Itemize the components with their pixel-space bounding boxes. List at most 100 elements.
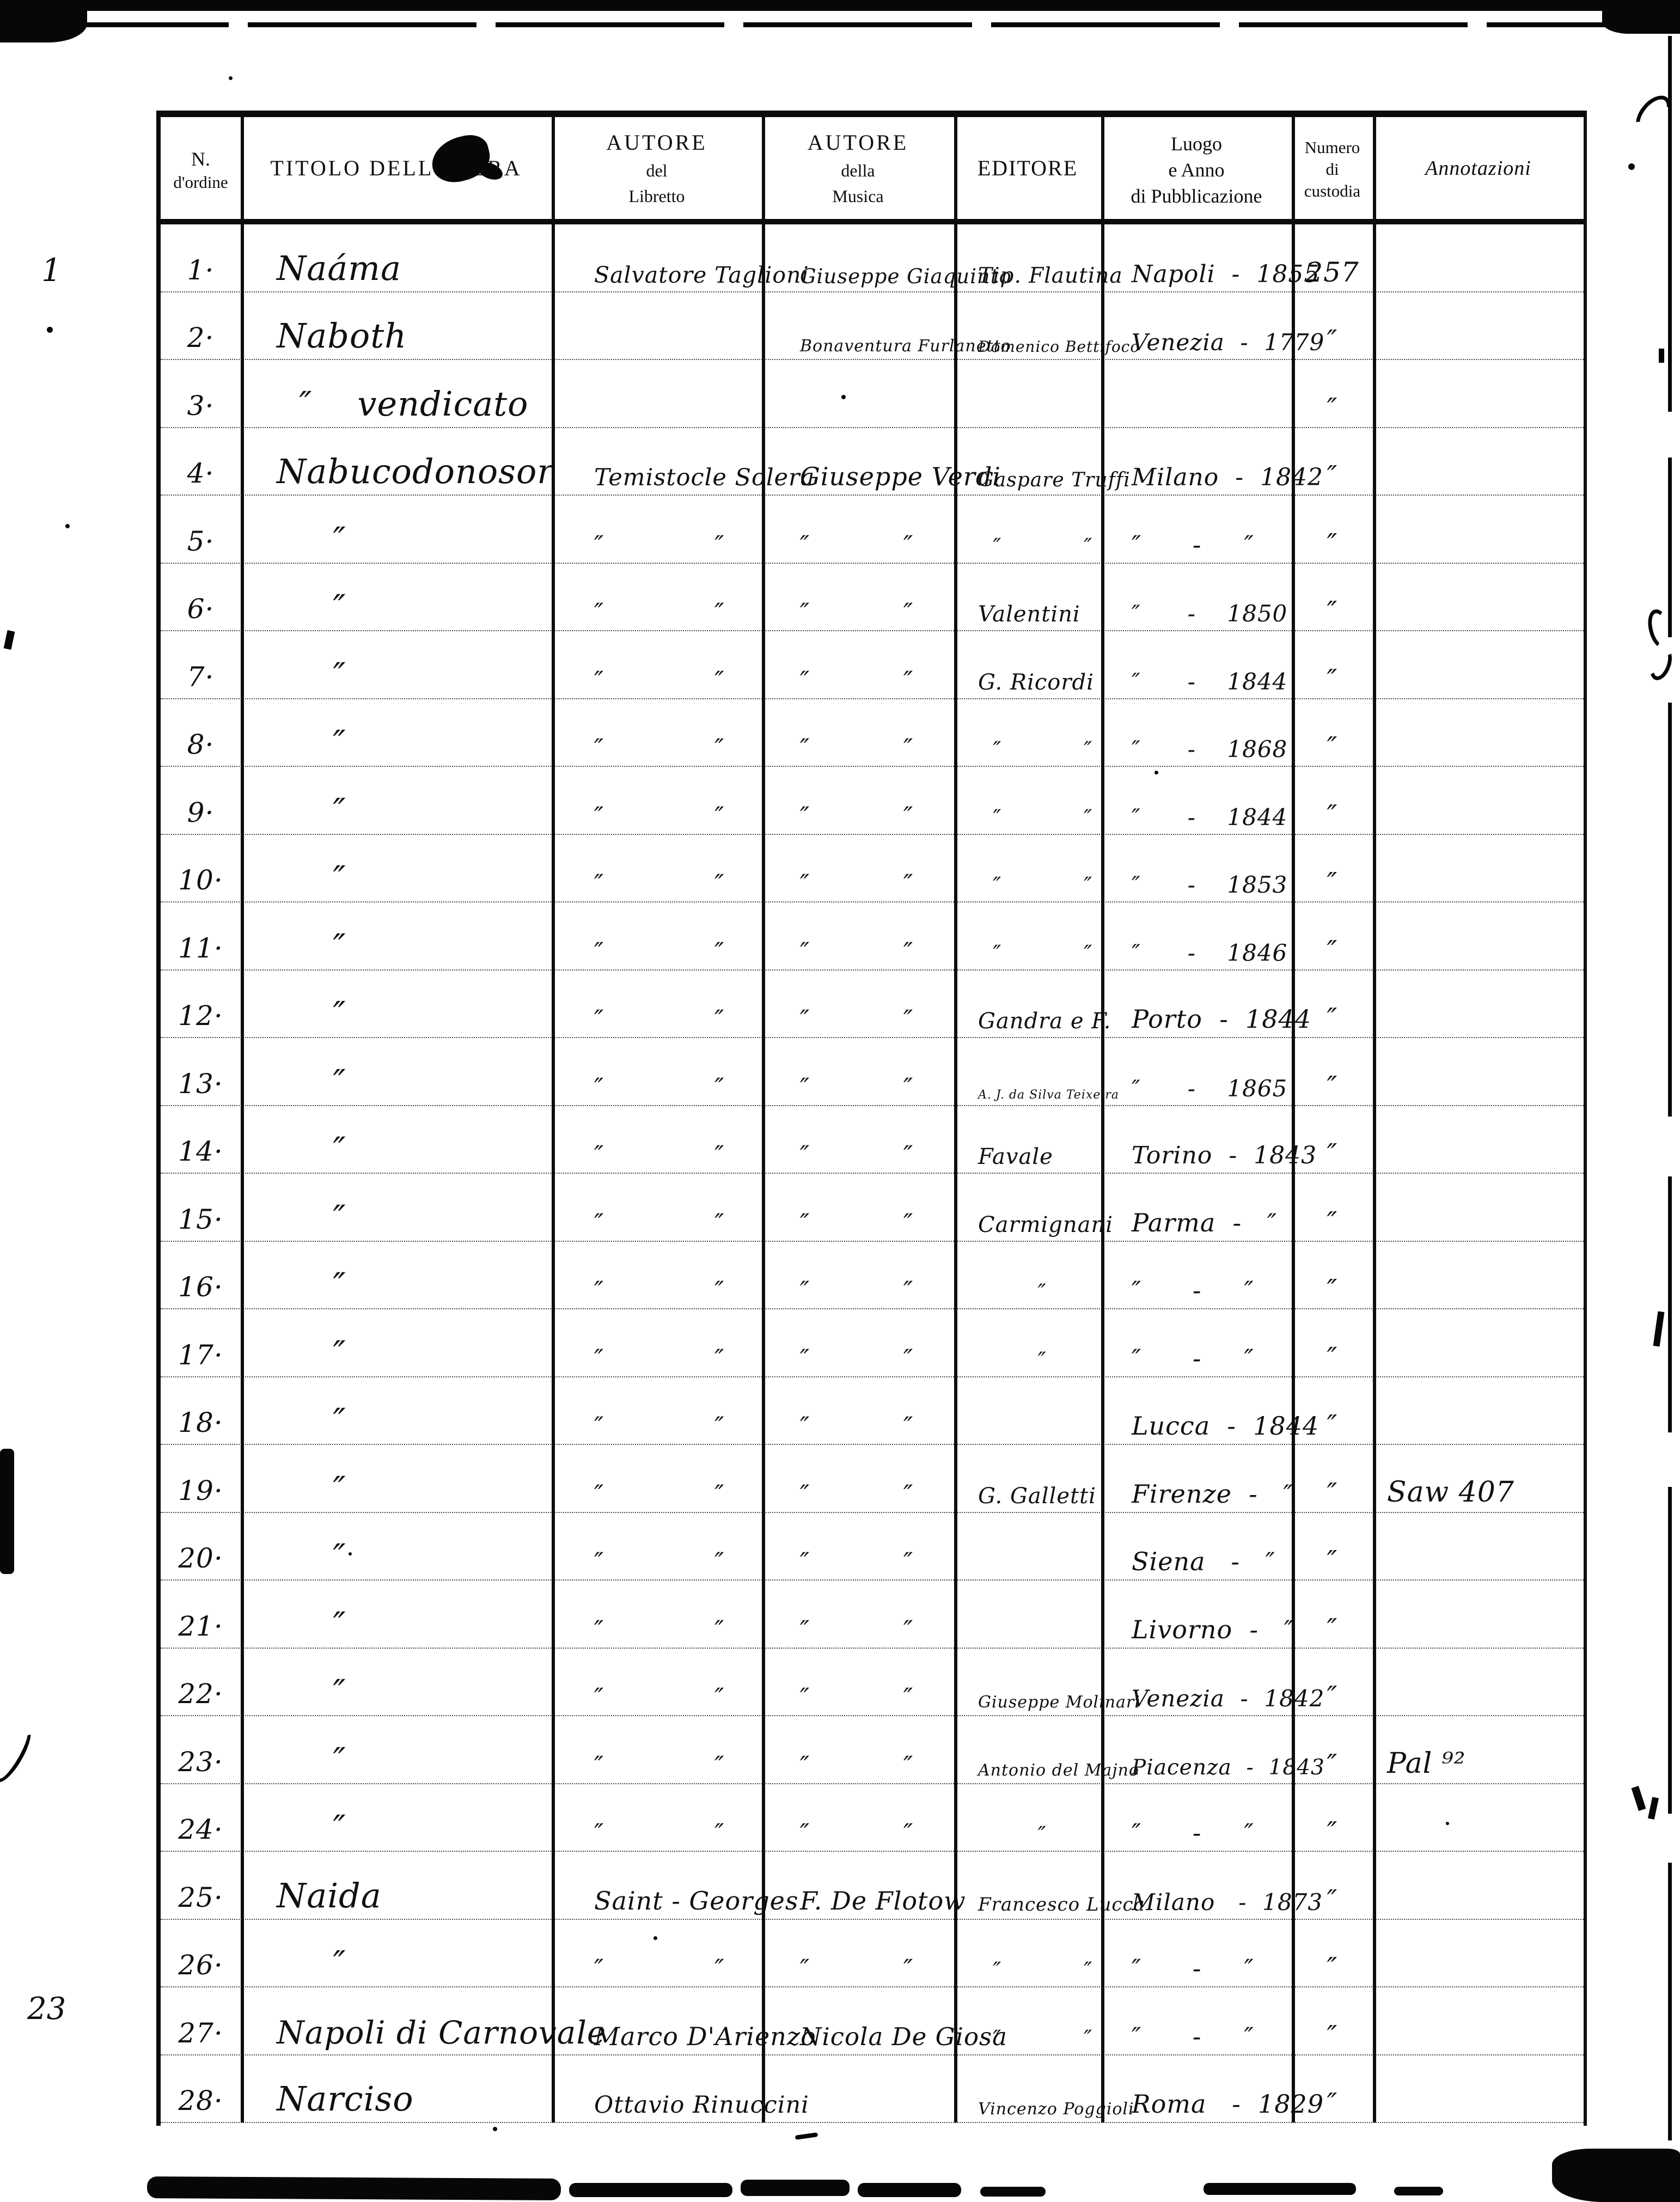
cell-titolo: ″ bbox=[277, 1808, 346, 1847]
scan-speck bbox=[1154, 771, 1158, 774]
cell-libretto: ″ ″ bbox=[594, 733, 725, 763]
header-n-ordine: N. d'ordine bbox=[161, 117, 241, 219]
cell-luogo: ″ - 1844 bbox=[1132, 668, 1288, 695]
cell-luogo: Parma - ″ bbox=[1132, 1207, 1278, 1237]
header-label: e Anno bbox=[1168, 158, 1225, 181]
scan-smudge bbox=[1204, 2183, 1356, 2195]
cell-numero: ″ bbox=[1327, 527, 1338, 559]
cell-libretto: ″ ″ bbox=[594, 1682, 725, 1712]
cell-editore: Favale bbox=[978, 1144, 1053, 1169]
cell-editore: ″ ″ bbox=[978, 805, 1093, 831]
cell-titolo: ″ bbox=[277, 790, 346, 831]
cell-musica: ″ ″ bbox=[800, 1207, 914, 1237]
cell-annot: Pal ⁹² bbox=[1387, 1747, 1466, 1780]
cell-editore bbox=[954, 1513, 1101, 1580]
column-rule bbox=[552, 117, 555, 2122]
cell-n: 17· bbox=[178, 1339, 223, 1371]
column-rule bbox=[762, 117, 765, 2122]
cell-musica: ″ ″ bbox=[800, 733, 914, 763]
cell-annot bbox=[1373, 631, 1584, 698]
table-row: 5· ″ ″ ″ ″ ″ ″ ″ ″ - ″ ″ bbox=[161, 496, 1584, 564]
cell-numero: ″ bbox=[1327, 324, 1338, 356]
cell-musica: ″ ″ bbox=[800, 1750, 914, 1780]
cell-annot bbox=[1373, 1784, 1584, 1851]
cell-libretto: ″ ″ bbox=[594, 1750, 725, 1780]
cell-annot bbox=[1373, 1174, 1584, 1241]
cell-luogo: Milano - 1873 bbox=[1132, 1888, 1323, 1916]
header-label: Libretto bbox=[628, 186, 685, 206]
cell-n: 20· bbox=[178, 1542, 223, 1574]
cell-numero: ″ bbox=[1327, 1477, 1338, 1509]
scan-speck bbox=[65, 524, 70, 528]
cell-n: 28· bbox=[178, 2085, 223, 2116]
cell-titolo: ″ bbox=[277, 994, 346, 1034]
cell-annot bbox=[1373, 496, 1584, 563]
cell-numero: ″ bbox=[1327, 663, 1338, 695]
scan-edge-artifact bbox=[1668, 1863, 1672, 2140]
cell-titolo: Nabucodonosor bbox=[277, 452, 554, 491]
margin-page-number-top: 1 bbox=[41, 252, 62, 289]
scan-edge-artifact bbox=[0, 0, 87, 42]
cell-musica: ″ ″ bbox=[800, 1276, 914, 1305]
header-titolo: TITOLO DELL'OPERA bbox=[241, 117, 552, 219]
column-rule bbox=[1373, 117, 1376, 2122]
table-row: 26· ″ ″ ″ ″ ″ ″ ″ ″ - ″ ″ bbox=[161, 1920, 1584, 1987]
table-row: 15· ″ ″ ″ ″ ″ Carmignani Parma - ″ ″ bbox=[161, 1174, 1584, 1242]
cell-luogo: ″ - 1846 bbox=[1132, 939, 1288, 966]
table-row: 1· Naáma Salvatore Taglioni Giuseppe Giaqui… bbox=[161, 224, 1584, 292]
cell-musica: ″ ″ bbox=[800, 1479, 914, 1509]
scan-mark bbox=[1631, 1785, 1646, 1811]
cell-numero: ″ bbox=[1327, 867, 1338, 898]
cell-editore bbox=[954, 360, 1101, 427]
cell-libretto: Saint - Georges bbox=[594, 1886, 799, 1916]
cell-n: 15· bbox=[178, 1203, 223, 1235]
cell-luogo: Milano - 1842 bbox=[1132, 463, 1324, 491]
column-rule bbox=[954, 117, 957, 2122]
cell-titolo: ″ bbox=[277, 1943, 346, 1983]
cell-numero: ″ bbox=[1327, 1612, 1338, 1644]
cell-n: 26· bbox=[178, 1949, 223, 1981]
cell-annot bbox=[1373, 564, 1584, 631]
scan-mark bbox=[0, 1723, 38, 1787]
cell-editore: Antonio del Majno bbox=[978, 1760, 1139, 1780]
header-luogo-anno: Luogo e Anno di Pubblicazione bbox=[1101, 117, 1292, 219]
header-autore-musica: AUTORE della Musica bbox=[762, 117, 954, 219]
cell-n: 6· bbox=[187, 593, 215, 625]
scan-smudge bbox=[858, 2183, 961, 2197]
cell-n: 24· bbox=[178, 1814, 223, 1845]
scan-smudge bbox=[741, 2180, 850, 2196]
cell-titolo: ″ bbox=[277, 1130, 346, 1169]
cell-editore bbox=[954, 1377, 1101, 1444]
cell-numero: ″ bbox=[1327, 2019, 1338, 2051]
header-label: AUTORE bbox=[606, 130, 707, 155]
table-row: 27· Napoli di Carnovale Marco D'Arienzo Nic… bbox=[161, 1987, 1584, 2055]
table-row: 9· ″ ″ ″ ″ ″ ″ ″ ″ - 1844 ″ bbox=[161, 767, 1584, 835]
table-row: 2· Naboth Bonaventura Furlanetto Domenico B… bbox=[161, 292, 1584, 360]
header-label: N. bbox=[191, 148, 210, 170]
cell-numero: ″ bbox=[1327, 1748, 1338, 1780]
scan-speck bbox=[349, 1552, 352, 1556]
cell-musica: ″ ″ bbox=[800, 1682, 914, 1712]
scan-smudge bbox=[1552, 2149, 1680, 2202]
cell-editore: Gandra e F. bbox=[978, 1009, 1111, 1034]
table-row: 11· ″ ″ ″ ″ ″ ″ ″ ″ - 1846 ″ bbox=[161, 902, 1584, 971]
scan-edge-artifact bbox=[1668, 1487, 1672, 1814]
cell-luogo: ″ - 1844 bbox=[1132, 803, 1288, 831]
cell-titolo: ″ bbox=[277, 1401, 346, 1441]
cell-libretto: ″ ″ bbox=[594, 801, 725, 831]
header-label: d'ordine bbox=[173, 172, 228, 192]
cell-annot bbox=[1373, 1513, 1584, 1580]
scan-edge-artifact bbox=[1668, 703, 1672, 1117]
cell-n: 14· bbox=[178, 1136, 223, 1167]
scan-mark bbox=[1646, 644, 1676, 684]
cell-annot: Saw 407 bbox=[1387, 1475, 1514, 1509]
cell-luogo: ″ - ″ bbox=[1132, 529, 1254, 559]
cell-titolo: ″ bbox=[277, 1333, 346, 1373]
cell-n: 9· bbox=[187, 796, 215, 828]
cell-editore: ″ bbox=[978, 1822, 1047, 1847]
table-row: 8· ″ ″ ″ ″ ″ ″ ″ ″ - 1868 ″ bbox=[161, 699, 1584, 767]
cell-editore: Carmignani bbox=[978, 1212, 1114, 1237]
cell-luogo: ″ - ″ bbox=[1132, 1343, 1254, 1373]
cell-musica bbox=[762, 2055, 954, 2122]
cell-musica: ″ ″ bbox=[800, 529, 914, 559]
